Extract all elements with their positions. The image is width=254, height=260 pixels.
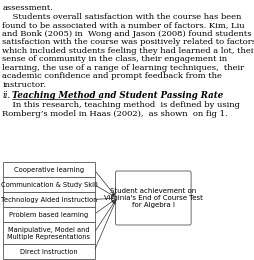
FancyBboxPatch shape	[3, 192, 94, 207]
Text: In this research, teaching method  is defined by using: In this research, teaching method is def…	[2, 101, 239, 109]
Text: Cooperative learning: Cooperative learning	[14, 166, 84, 172]
Text: Teaching Method and Student Passing Rate: Teaching Method and Student Passing Rate	[12, 91, 223, 100]
Text: Problem based learning: Problem based learning	[9, 211, 88, 218]
Text: Romberg’s model in Haas (2002),  as shown  on fig 1.: Romberg’s model in Haas (2002), as shown…	[2, 109, 227, 118]
Text: Communication & Study Skill: Communication & Study Skill	[1, 181, 97, 187]
Text: assessment.: assessment.	[2, 4, 53, 12]
FancyBboxPatch shape	[3, 222, 94, 244]
Text: found to be associated with a number of factors. Kim, Liu: found to be associated with a number of …	[2, 21, 244, 29]
Text: Technology Aided Instruction: Technology Aided Instruction	[1, 197, 97, 203]
Text: and Bonk (2005) in  Wong and Jason (2008) found students: and Bonk (2005) in Wong and Jason (2008)…	[2, 29, 251, 37]
FancyBboxPatch shape	[3, 244, 94, 259]
Text: learning, the use of a range of learning techniques,  their: learning, the use of a range of learning…	[2, 63, 244, 72]
Text: Direct Instruction: Direct Instruction	[20, 249, 77, 255]
Text: Students overall satisfaction with the course has been: Students overall satisfaction with the c…	[2, 12, 241, 21]
Text: ii.: ii.	[2, 91, 10, 100]
Text: which included students feeling they had learned a lot, their: which included students feeling they had…	[2, 47, 254, 55]
FancyBboxPatch shape	[115, 171, 190, 225]
Text: Manipulative, Model and
Multiple Representations: Manipulative, Model and Multiple Represe…	[7, 226, 90, 239]
FancyBboxPatch shape	[3, 177, 94, 192]
Text: sense of community in the class, their engagement in: sense of community in the class, their e…	[2, 55, 227, 63]
Text: academic confidence and prompt feedback from the: academic confidence and prompt feedback …	[2, 72, 221, 80]
FancyBboxPatch shape	[3, 207, 94, 222]
FancyBboxPatch shape	[3, 162, 94, 177]
Text: instructor.: instructor.	[2, 81, 46, 88]
Text: satisfaction with the course was positively related to factors: satisfaction with the course was positiv…	[2, 38, 254, 46]
Text: Student achievement on
Virginia's End of Course Test
for Algebra I: Student achievement on Virginia's End of…	[103, 188, 202, 208]
